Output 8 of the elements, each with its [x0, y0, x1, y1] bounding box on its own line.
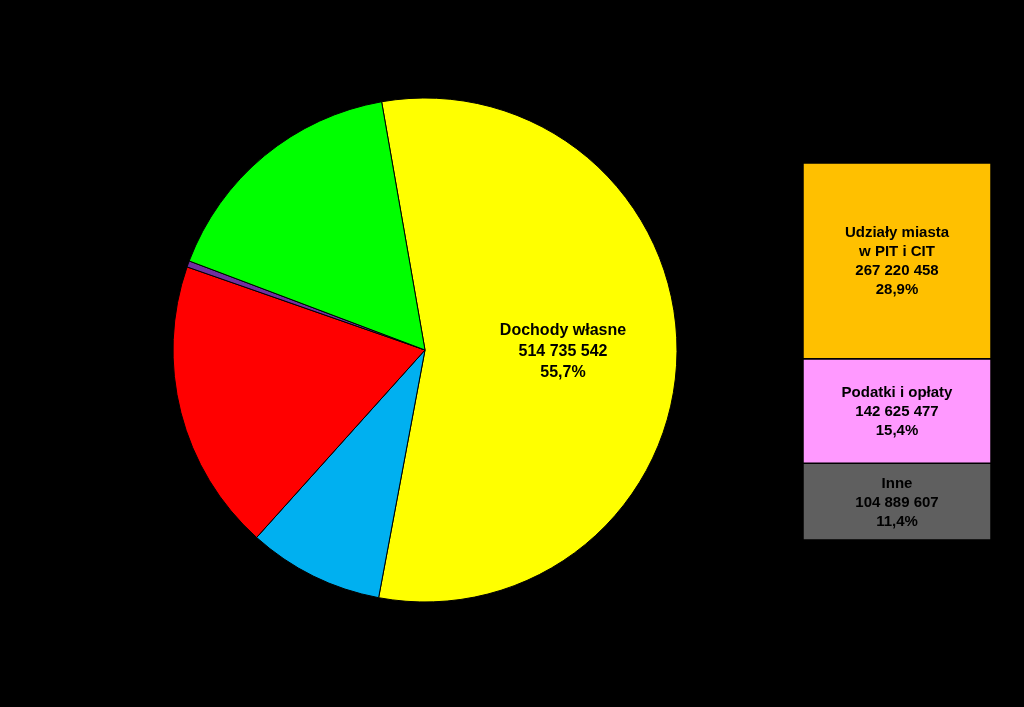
data-label: 142 625 477 15,4%: [855, 401, 939, 438]
series-label: Podatki i opłaty: [841, 382, 954, 400]
series-label: Udziały miasta w PIT i CIT: [844, 223, 950, 260]
data-label: 514 735 542 55,7%: [518, 341, 608, 380]
series-label: Inne: [881, 473, 913, 491]
slice-label: Dochody własne: [499, 320, 627, 338]
data-label: 267 220 458 28,9%: [855, 261, 939, 298]
data-label: 104 889 607 11,4%: [855, 492, 939, 529]
